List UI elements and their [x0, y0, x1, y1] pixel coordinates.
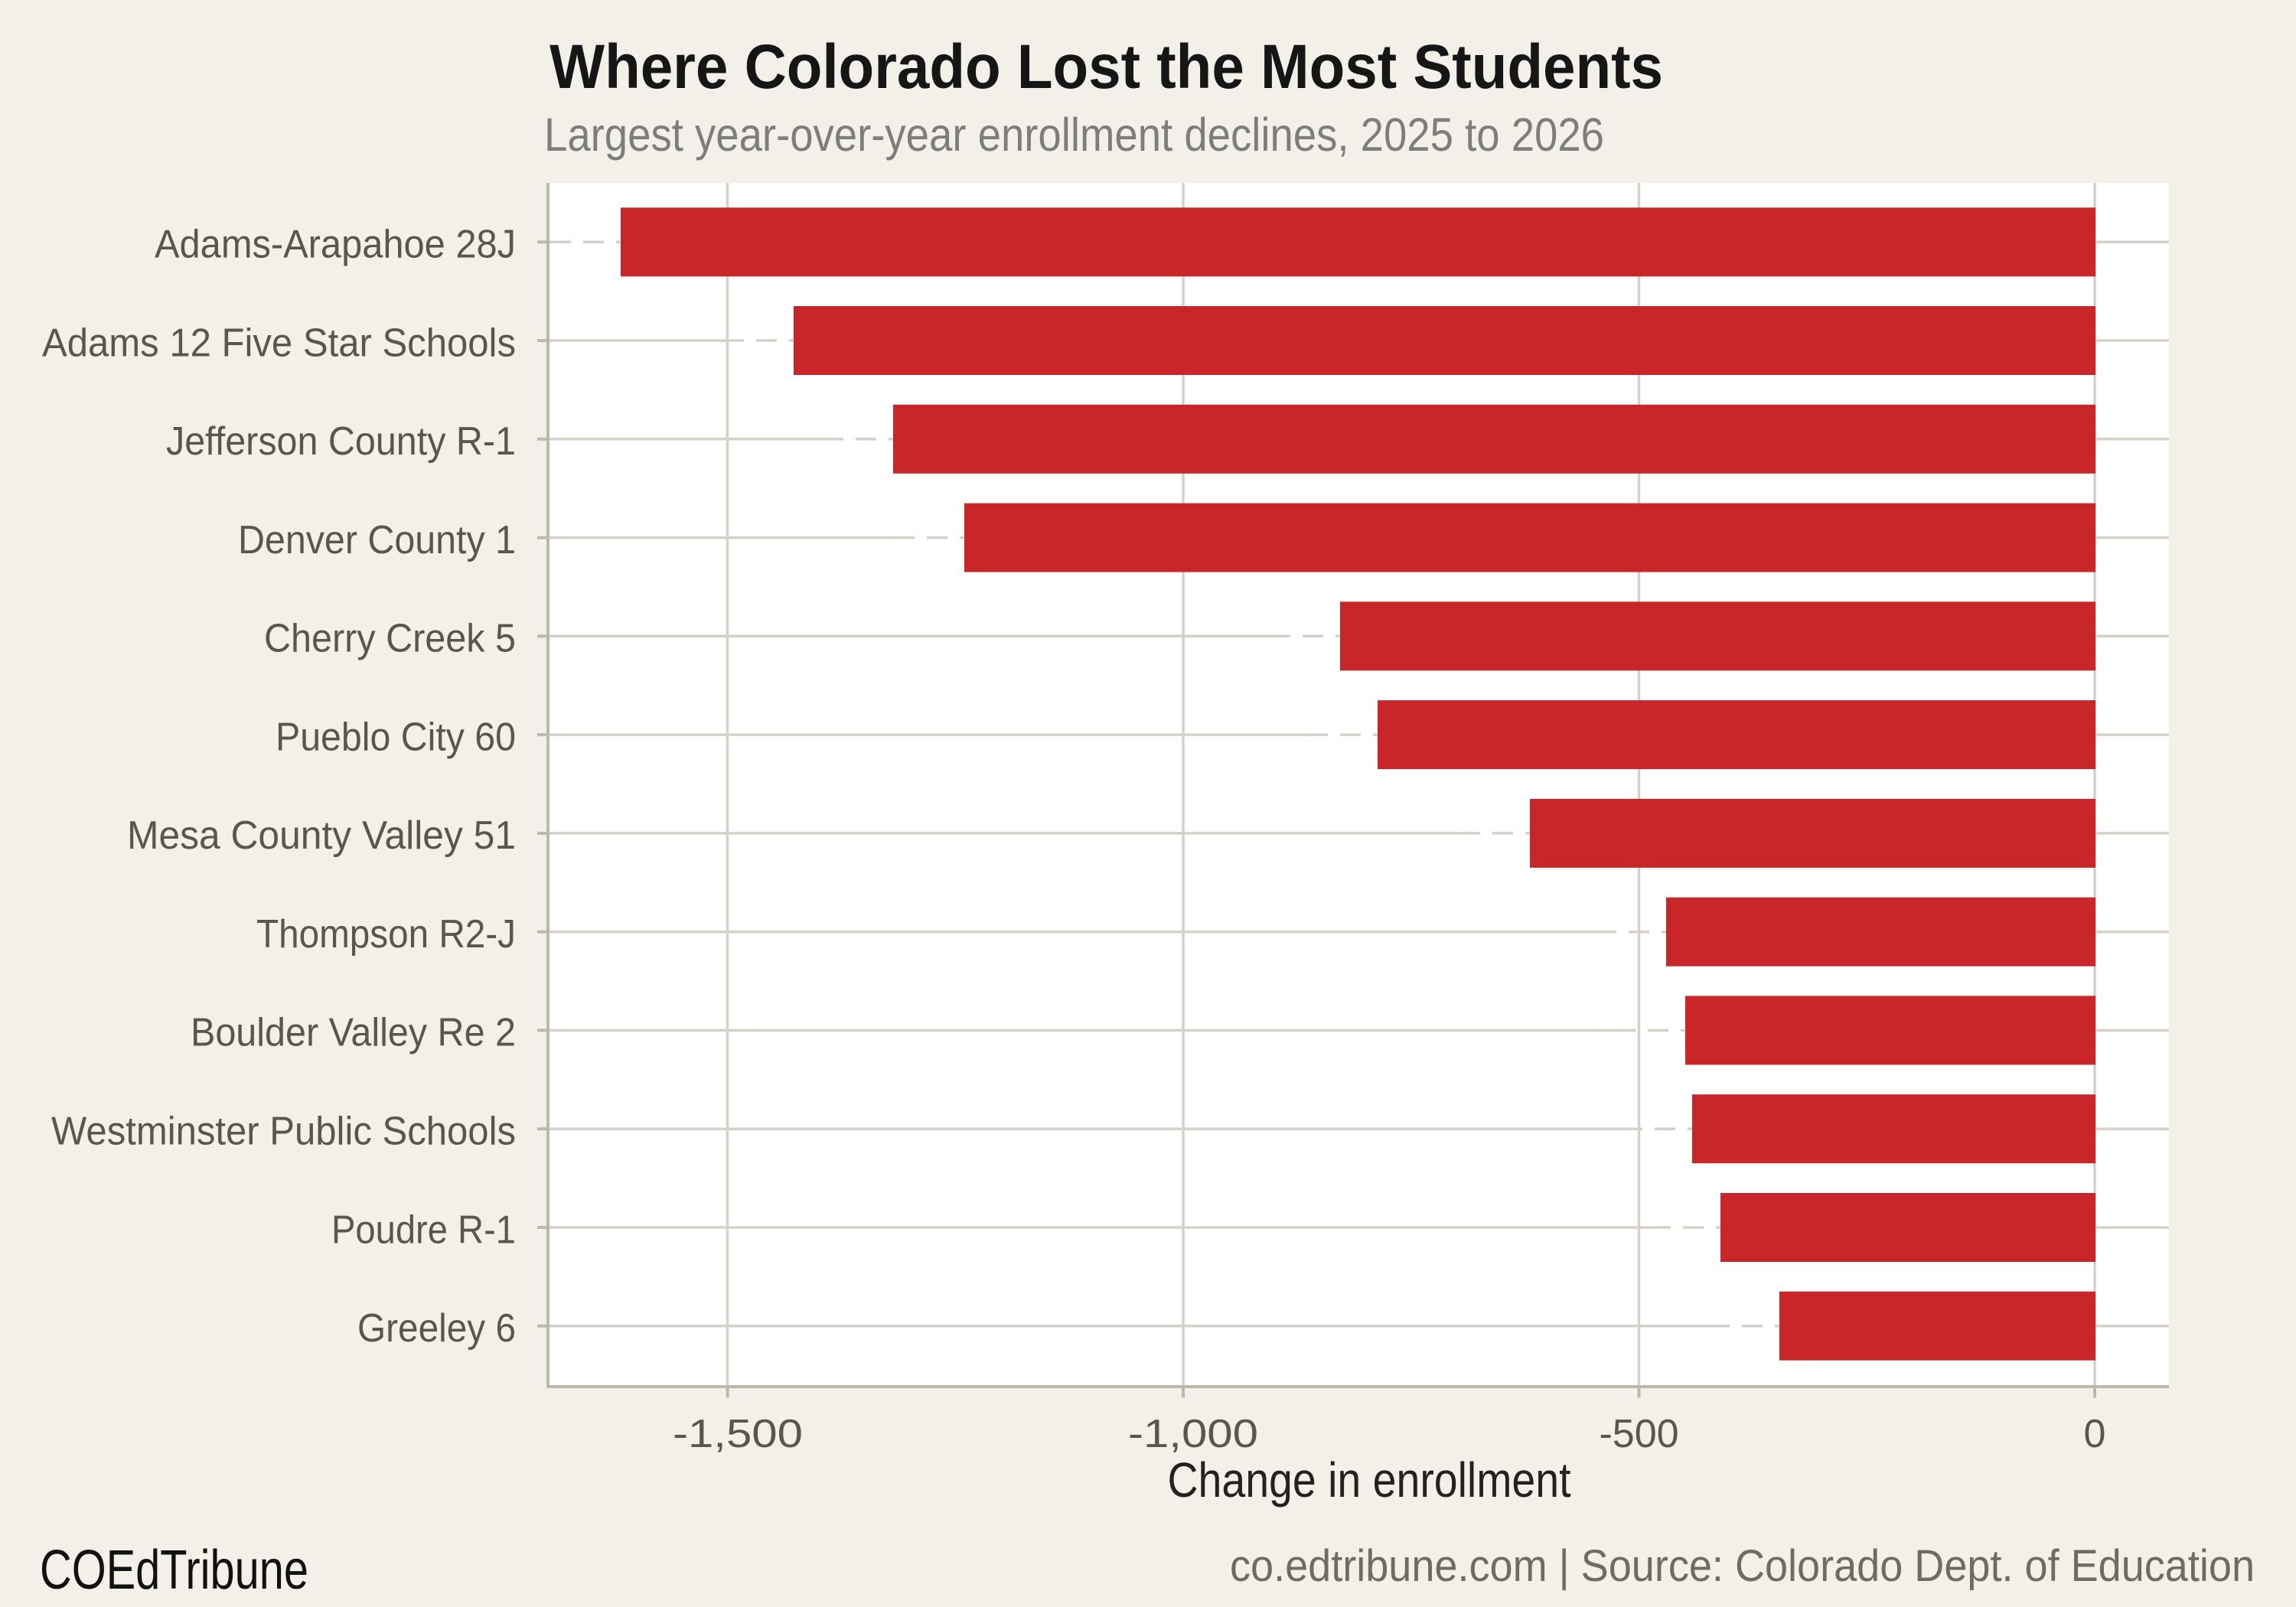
svg-text:Jefferson County R-1: Jefferson County R-1	[166, 419, 516, 464]
svg-text:Poudre R-1: Poudre R-1	[331, 1208, 516, 1252]
svg-text:Where Colorado Lost the Most S: Where Colorado Lost the Most Students	[550, 32, 1663, 102]
svg-text:Cherry Creek 5: Cherry Creek 5	[264, 617, 516, 661]
svg-text:Denver County 1: Denver County 1	[238, 518, 516, 562]
svg-text:Pueblo City 60: Pueblo City 60	[276, 715, 516, 759]
svg-text:Westminster Public Schools: Westminster Public Schools	[51, 1110, 516, 1154]
svg-text:Largest year-over-year enrollm: Largest year-over-year enrollment declin…	[544, 109, 1604, 161]
svg-text:co.edtribune.com | Source: Col: co.edtribune.com | Source: Colorado Dept…	[1230, 1541, 2255, 1591]
svg-text:Boulder Valley Re 2: Boulder Valley Re 2	[191, 1011, 516, 1055]
svg-text:0: 0	[2084, 1412, 2106, 1456]
svg-text:COEdTribune: COEdTribune	[40, 1540, 308, 1601]
svg-text:Change in enrollment: Change in enrollment	[1168, 1452, 1571, 1508]
svg-text:Thompson R2-J: Thompson R2-J	[256, 912, 516, 957]
svg-text:-500: -500	[1599, 1412, 1678, 1456]
svg-text:Adams-Arapahoe 28J: Adams-Arapahoe 28J	[155, 223, 516, 267]
svg-text:Greeley 6: Greeley 6	[357, 1306, 516, 1351]
svg-text:-1,500: -1,500	[673, 1412, 803, 1456]
svg-text:-1,000: -1,000	[1128, 1412, 1258, 1456]
svg-text:Adams 12 Five Star Schools: Adams 12 Five Star Schools	[42, 321, 516, 365]
svg-text:Mesa County Valley 51: Mesa County Valley 51	[127, 813, 516, 858]
